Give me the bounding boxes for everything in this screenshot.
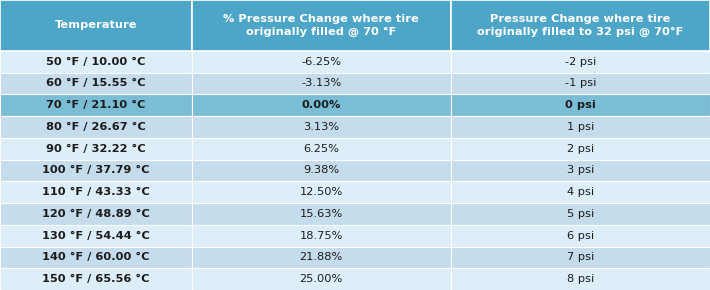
Text: 60 °F / 15.55 °C: 60 °F / 15.55 °C (46, 78, 146, 88)
Text: 4 psi: 4 psi (567, 187, 594, 197)
Text: 1 psi: 1 psi (567, 122, 594, 132)
Bar (192, 268, 451, 290)
Text: -2 psi: -2 psi (564, 57, 596, 67)
Bar (192, 181, 451, 203)
Text: 2 psi: 2 psi (567, 144, 594, 154)
Bar (0, 72, 192, 94)
Bar (451, 138, 710, 160)
Text: -6.25%: -6.25% (301, 57, 342, 67)
Bar (192, 72, 451, 94)
Text: 150 °F / 65.56 °C: 150 °F / 65.56 °C (42, 274, 150, 284)
Bar (451, 203, 710, 225)
Bar (0, 203, 192, 225)
Text: 70 °F / 21.10 °C: 70 °F / 21.10 °C (46, 100, 146, 110)
Bar (0, 94, 192, 116)
Bar (0, 116, 192, 138)
Bar (192, 116, 451, 138)
Bar (192, 51, 451, 72)
Text: Pressure Change where tire
originally filled to 32 psi @ 70°F: Pressure Change where tire originally fi… (477, 14, 684, 37)
Bar (451, 0, 710, 51)
Text: -3.13%: -3.13% (301, 78, 342, 88)
Text: 25.00%: 25.00% (300, 274, 343, 284)
Bar (192, 0, 451, 51)
Bar (0, 160, 192, 181)
Bar (0, 268, 192, 290)
Bar (192, 203, 451, 225)
Bar (192, 225, 451, 246)
Text: 110 °F / 43.33 °C: 110 °F / 43.33 °C (42, 187, 150, 197)
Text: 6 psi: 6 psi (567, 231, 594, 241)
Bar (451, 268, 710, 290)
Bar (451, 116, 710, 138)
Bar (0, 0, 192, 51)
Bar (192, 160, 451, 181)
Text: Temperature: Temperature (55, 20, 137, 30)
Text: 120 °F / 48.89 °C: 120 °F / 48.89 °C (42, 209, 150, 219)
Text: 9.38%: 9.38% (303, 165, 339, 175)
Text: 140 °F / 60.00 °C: 140 °F / 60.00 °C (42, 252, 150, 262)
Text: -1 psi: -1 psi (564, 78, 596, 88)
Bar (451, 94, 710, 116)
Text: 12.50%: 12.50% (300, 187, 343, 197)
Bar (0, 246, 192, 268)
Text: 0 psi: 0 psi (565, 100, 596, 110)
Bar (192, 246, 451, 268)
Text: 3 psi: 3 psi (567, 165, 594, 175)
Bar (0, 225, 192, 246)
Text: 21.88%: 21.88% (300, 252, 343, 262)
Text: 8 psi: 8 psi (567, 274, 594, 284)
Text: 0.00%: 0.00% (302, 100, 341, 110)
Text: 80 °F / 26.67 °C: 80 °F / 26.67 °C (46, 122, 146, 132)
Text: 90 °F / 32.22 °C: 90 °F / 32.22 °C (46, 144, 146, 154)
Bar (451, 225, 710, 246)
Bar (0, 181, 192, 203)
Text: 3.13%: 3.13% (303, 122, 339, 132)
Bar (451, 246, 710, 268)
Text: 5 psi: 5 psi (567, 209, 594, 219)
Bar (192, 94, 451, 116)
Text: 15.63%: 15.63% (300, 209, 343, 219)
Text: 7 psi: 7 psi (567, 252, 594, 262)
Bar (0, 51, 192, 72)
Text: 50 °F / 10.00 °C: 50 °F / 10.00 °C (46, 57, 146, 67)
Bar (451, 72, 710, 94)
Text: % Pressure Change where tire
originally filled @ 70 °F: % Pressure Change where tire originally … (224, 14, 419, 37)
Bar (192, 138, 451, 160)
Bar (451, 160, 710, 181)
Bar (0, 138, 192, 160)
Bar (451, 51, 710, 72)
Text: 130 °F / 54.44 °C: 130 °F / 54.44 °C (42, 231, 150, 241)
Bar (451, 181, 710, 203)
Text: 6.25%: 6.25% (303, 144, 339, 154)
Text: 100 °F / 37.79 °C: 100 °F / 37.79 °C (42, 165, 150, 175)
Text: 18.75%: 18.75% (300, 231, 343, 241)
